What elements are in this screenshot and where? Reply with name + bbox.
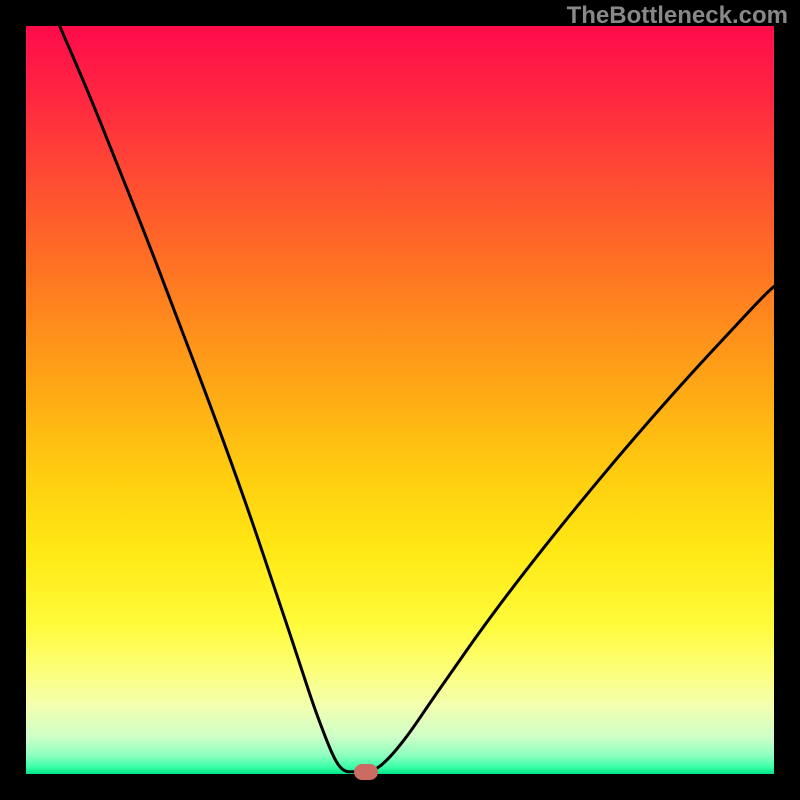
chart-frame: TheBottleneck.com: [0, 0, 800, 800]
optimal-marker: [354, 764, 378, 780]
plot-area: [26, 26, 774, 774]
bottleneck-curve: [26, 26, 774, 774]
